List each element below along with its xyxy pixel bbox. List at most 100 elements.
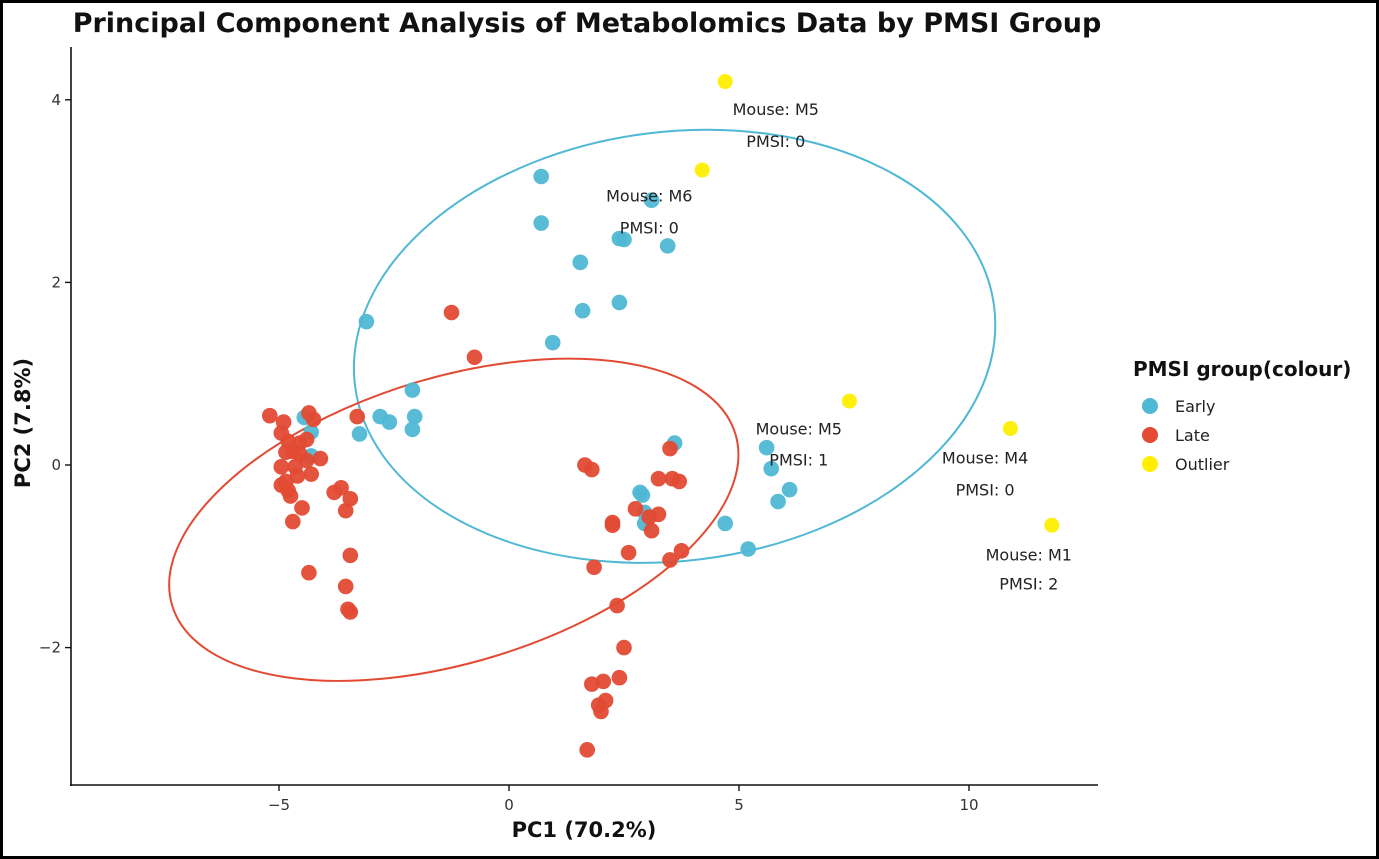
legend-swatch-early (1142, 398, 1158, 414)
data-point-late (273, 459, 290, 475)
data-point-late (584, 676, 600, 692)
data-point-outlier (1044, 517, 1060, 533)
data-point-late (342, 490, 359, 507)
data-point-early (740, 541, 756, 557)
legend-items: Early Late Outlier (1142, 397, 1230, 474)
data-point-late (342, 604, 359, 620)
data-point-late (616, 639, 632, 656)
data-point-late (342, 547, 359, 564)
data-point-early (544, 334, 561, 351)
data-point-early (717, 515, 733, 532)
point-annotation: PMSI: 0 (956, 481, 1015, 500)
data-point-late (298, 431, 315, 448)
data-point-late (662, 440, 678, 457)
data-point-late (662, 552, 678, 568)
point-annotation: PMSI: 1 (769, 451, 828, 470)
y-axis-label: PC2 (7.8%) (11, 358, 35, 488)
data-point-early (533, 215, 549, 231)
x-tick-label: 5 (734, 796, 744, 814)
data-point-outlier (841, 393, 857, 409)
data-point-late (294, 500, 310, 516)
data-point-early (351, 426, 368, 442)
data-point-early (406, 408, 423, 425)
data-point-outlier (717, 74, 733, 90)
x-axis-label: PC1 (70.2%) (512, 818, 657, 842)
data-point-late (282, 488, 299, 504)
data-point-late (593, 703, 609, 720)
data-point-early (616, 231, 632, 248)
data-point-outlier (1002, 420, 1018, 436)
chart-title: Principal Component Analysis of Metabolo… (73, 8, 1102, 39)
data-point-late (278, 444, 294, 461)
point-annotation: PMSI: 0 (620, 219, 679, 238)
data-point-early (572, 254, 589, 271)
data-point-late (298, 452, 315, 469)
x-tick-label: −5 (268, 796, 290, 814)
point-annotation: PMSI: 2 (999, 575, 1058, 594)
data-point-early (381, 414, 398, 430)
data-point-late (312, 450, 329, 467)
confidence-ellipse-early (352, 128, 997, 564)
point-annotation: Mouse: M4 (942, 449, 1028, 468)
data-point-late (611, 669, 628, 686)
data-point-early (634, 487, 651, 503)
data-point-early (404, 421, 421, 438)
data-point-late (673, 543, 690, 559)
data-point-late (301, 564, 317, 581)
y-tick-label: 2 (51, 273, 61, 291)
data-point-early (404, 382, 421, 398)
data-point-late (650, 470, 667, 487)
data-point-late (333, 480, 349, 496)
plot-area: −5 0 5 10 −2 0 2 4 Mouse: M5 PMSI: 0 Mouse: M6 PMSI… (39, 47, 1098, 814)
data-point-late (337, 578, 354, 595)
data-point-early (533, 168, 549, 185)
data-point-late (443, 304, 460, 321)
data-point-late (650, 506, 667, 523)
data-point-early (763, 460, 779, 477)
legend-label-late: Late (1175, 426, 1210, 445)
data-point-late (627, 501, 644, 517)
data-point-late (609, 597, 625, 614)
data-point-late (584, 461, 600, 478)
data-point-late (349, 408, 366, 425)
data-point-early (574, 302, 591, 319)
data-point-late (466, 349, 483, 366)
data-point-outlier (694, 162, 710, 178)
point-annotation: Mouse: M6 (606, 187, 692, 206)
y-tick-label: 4 (51, 91, 61, 109)
data-point-late (285, 513, 301, 530)
data-point-late (579, 742, 595, 758)
legend: PMSI group(colour) Early Late Outlier (1133, 357, 1351, 474)
legend-label-outlier: Outlier (1175, 455, 1230, 474)
data-point-early (659, 238, 676, 254)
data-point-early (358, 313, 375, 330)
data-point-late (604, 517, 621, 534)
legend-swatch-late (1142, 427, 1158, 443)
data-point-late (620, 544, 637, 561)
point-annotation: Mouse: M5 (733, 100, 819, 119)
point-annotation: Mouse: M5 (756, 419, 842, 438)
data-point-late (643, 522, 660, 539)
data-point-late (262, 407, 278, 424)
data-point-early (758, 439, 775, 456)
confidence-ellipse-late (168, 357, 740, 682)
chart-frame: Principal Component Analysis of Metabolo… (3, 3, 1376, 856)
y-tick-label: −2 (39, 639, 61, 657)
data-point-late (305, 411, 322, 428)
x-tick-label: 0 (504, 796, 514, 814)
data-point-early (781, 481, 798, 498)
data-point-late (586, 559, 602, 576)
legend-title: PMSI group(colour) (1133, 357, 1351, 381)
y-tick-label: 0 (51, 456, 61, 474)
legend-swatch-outlier (1142, 456, 1158, 472)
data-point-late (337, 502, 354, 519)
x-tick-label: 10 (959, 796, 978, 814)
pca-scatter-chart: Principal Component Analysis of Metabolo… (11, 8, 1351, 842)
data-point-early (770, 493, 786, 510)
data-point-early (611, 294, 628, 311)
point-annotation: PMSI: 0 (746, 132, 805, 151)
legend-label-early: Early (1175, 397, 1215, 416)
data-point-early (643, 192, 660, 209)
data-point-late (303, 466, 320, 482)
point-annotation: Mouse: M1 (986, 545, 1072, 564)
